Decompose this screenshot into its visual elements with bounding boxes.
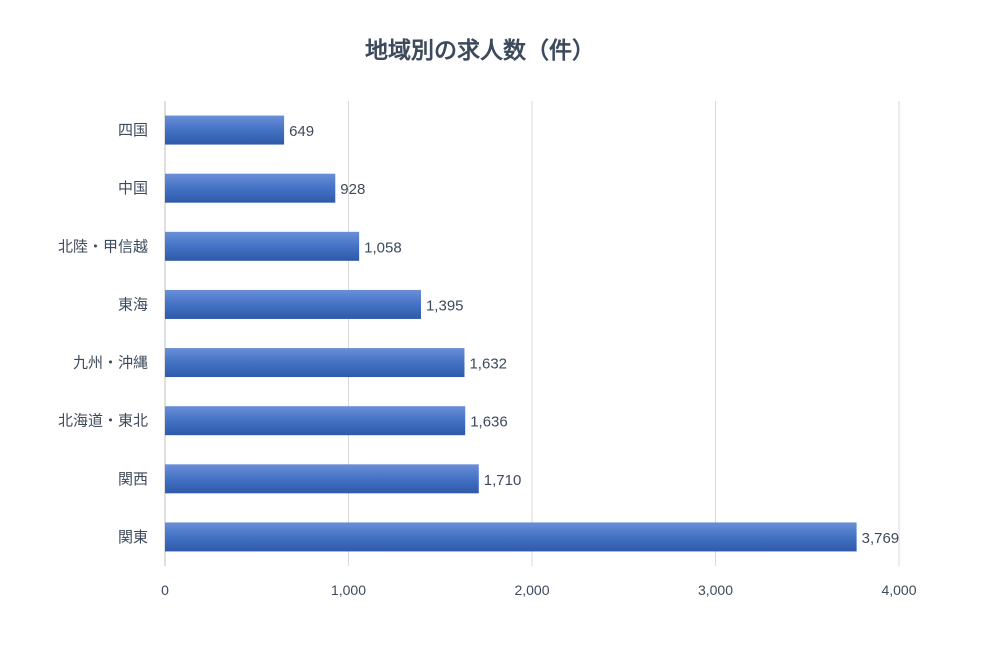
category-label: 関東 bbox=[118, 528, 148, 546]
category-label: 東海 bbox=[118, 295, 148, 313]
bar-6 bbox=[165, 406, 466, 436]
chart-title: 地域別の求人数（件） bbox=[365, 37, 595, 64]
category-label: 九州・沖縄 bbox=[73, 354, 148, 372]
data-label: 1,710 bbox=[484, 472, 522, 489]
x-tick-label: 4,000 bbox=[881, 582, 916, 598]
bar-4 bbox=[165, 289, 421, 319]
category-label: 中国 bbox=[118, 179, 148, 197]
category-label: 北陸・甲信越 bbox=[58, 237, 148, 255]
x-tick-label: 3,000 bbox=[698, 582, 733, 598]
gridlines bbox=[164, 101, 900, 566]
data-label: 1,632 bbox=[469, 356, 507, 373]
data-label: 649 bbox=[289, 123, 314, 140]
category-label: 関西 bbox=[118, 470, 148, 488]
data-label: 1,395 bbox=[426, 297, 464, 314]
bar-3 bbox=[165, 231, 360, 261]
x-tick-label: 0 bbox=[161, 582, 169, 598]
data-labels: 649 928 1,058 1,395 1,632 1,636 1,710 3,769 bbox=[289, 123, 899, 547]
x-axis-tick-labels: 0 1,000 2,000 3,000 4,000 bbox=[161, 582, 917, 598]
bar-1 bbox=[165, 115, 285, 145]
x-tick-label: 1,000 bbox=[331, 582, 366, 598]
category-label: 北海道・東北 bbox=[58, 412, 148, 430]
data-label: 3,769 bbox=[862, 530, 900, 547]
bar-7 bbox=[165, 464, 479, 494]
bar-8 bbox=[165, 522, 857, 552]
category-label: 四国 bbox=[118, 121, 148, 139]
bars bbox=[165, 115, 857, 552]
x-tick-label: 2,000 bbox=[514, 582, 549, 598]
data-label: 928 bbox=[340, 181, 365, 198]
bar-5 bbox=[165, 348, 465, 378]
bar-2 bbox=[165, 173, 336, 203]
data-label: 1,636 bbox=[470, 414, 508, 431]
data-label: 1,058 bbox=[364, 239, 402, 256]
